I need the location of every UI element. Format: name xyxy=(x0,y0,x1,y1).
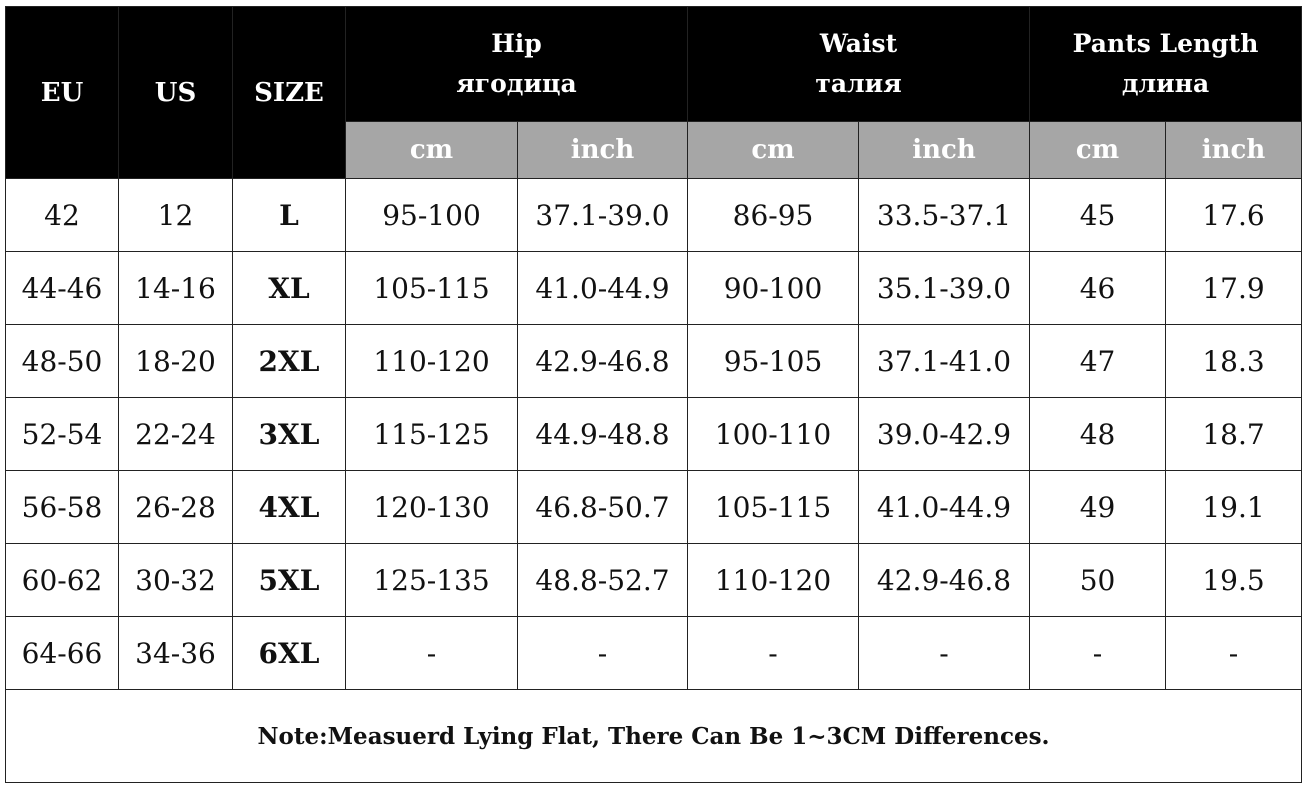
size-chart-table: EU US SIZE Hip ягодица Waist талия Pants… xyxy=(4,6,1303,783)
header-size: SIZE xyxy=(232,6,346,179)
header-waist: Waist талия xyxy=(686,6,1031,122)
cell-us: 18-20 xyxy=(118,324,233,398)
header-waist-en: Waist xyxy=(819,29,898,58)
header-hip: Hip ягодица xyxy=(345,6,688,122)
unit-waist-inch: inch xyxy=(857,121,1031,179)
unit-length-inch: inch xyxy=(1165,121,1303,179)
cell-length-inch: 17.9 xyxy=(1165,251,1303,325)
cell-length-inch: - xyxy=(1165,616,1303,690)
cell-eu: 44-46 xyxy=(5,251,119,325)
cell-length-cm: 45 xyxy=(1029,178,1167,252)
cell-us: 30-32 xyxy=(118,543,233,617)
cell-waist-cm: 110-120 xyxy=(687,543,859,617)
table-row: 44-46 14-16 XL 105-115 41.0-44.9 90-100 35.1-3… xyxy=(5,251,1303,325)
cell-hip-cm: 115-125 xyxy=(345,397,518,471)
cell-length-inch: 18.7 xyxy=(1165,397,1303,471)
cell-length-cm: 49 xyxy=(1029,470,1167,544)
unit-row: cm inch cm inch cm inch xyxy=(6,121,1303,179)
cell-us: 22-24 xyxy=(118,397,233,471)
cell-hip-cm: - xyxy=(345,616,518,690)
header-hip-ru: ягодица xyxy=(456,69,577,98)
cell-us: 12 xyxy=(118,178,233,252)
unit-waist-cm: cm xyxy=(687,121,859,179)
header-row: EU US SIZE Hip ягодица Waist талия Pants… xyxy=(5,6,1303,179)
header-pants-length-ru: длина xyxy=(1121,69,1210,98)
header-pants-length: Pants Length длина xyxy=(1029,6,1303,122)
header-eu: EU xyxy=(5,6,119,179)
cell-length-inch: 19.1 xyxy=(1165,470,1303,544)
cell-length-inch: 17.6 xyxy=(1165,178,1303,252)
cell-length-cm: 46 xyxy=(1029,251,1167,325)
cell-us: 14-16 xyxy=(118,251,233,325)
cell-waist-inch: 41.0-44.9 xyxy=(857,470,1031,544)
cell-hip-inch: 42.9-46.8 xyxy=(517,324,688,398)
cell-hip-inch: - xyxy=(517,616,688,690)
header-pants-length-en: Pants Length xyxy=(1072,29,1259,58)
table-body: 42 12 L 95-100 37.1-39.0 86-95 33.5-37.1 45 17.6… xyxy=(5,178,1303,690)
cell-length-inch: 18.3 xyxy=(1165,324,1303,398)
table-row: 64-66 34-36 6XL - - - - - - xyxy=(5,616,1303,690)
cell-hip-cm: 105-115 xyxy=(345,251,518,325)
table-row: 60-62 30-32 5XL 125-135 48.8-52.7 110-120 42.9… xyxy=(5,543,1303,617)
cell-waist-cm: 86-95 xyxy=(687,178,859,252)
unit-length-cm: cm xyxy=(1029,121,1167,179)
cell-hip-cm: 95-100 xyxy=(345,178,518,252)
cell-size: 4XL xyxy=(232,470,346,544)
cell-eu: 56-58 xyxy=(5,470,119,544)
table-row: 48-50 18-20 2XL 110-120 42.9-46.8 95-105 37.1-… xyxy=(5,324,1303,398)
cell-hip-cm: 110-120 xyxy=(345,324,518,398)
cell-waist-inch: 37.1-41.0 xyxy=(857,324,1031,398)
cell-length-cm: 50 xyxy=(1029,543,1167,617)
cell-size: 3XL xyxy=(232,397,346,471)
cell-waist-inch: 35.1-39.0 xyxy=(857,251,1031,325)
unit-hip-cm: cm xyxy=(345,121,518,179)
cell-us: 34-36 xyxy=(118,616,233,690)
cell-size: 5XL xyxy=(232,543,346,617)
cell-eu: 60-62 xyxy=(5,543,119,617)
cell-length-inch: 19.5 xyxy=(1165,543,1303,617)
cell-waist-cm: - xyxy=(687,616,859,690)
unit-hip-inch: inch xyxy=(517,121,688,179)
table-row: 52-54 22-24 3XL 115-125 44.9-48.8 100-110 39.0… xyxy=(5,397,1303,471)
cell-hip-cm: 120-130 xyxy=(345,470,518,544)
header-waist-ru: талия xyxy=(815,69,902,98)
cell-hip-inch: 41.0-44.9 xyxy=(517,251,688,325)
cell-size: L xyxy=(232,178,346,252)
cell-size: 6XL xyxy=(232,616,346,690)
table-row: 42 12 L 95-100 37.1-39.0 86-95 33.5-37.1 45 17.6 xyxy=(5,178,1303,252)
cell-length-cm: 48 xyxy=(1029,397,1167,471)
cell-waist-inch: - xyxy=(857,616,1031,690)
cell-length-cm: 47 xyxy=(1029,324,1167,398)
cell-waist-cm: 90-100 xyxy=(687,251,859,325)
header-us: US xyxy=(118,6,233,179)
cell-size: 2XL xyxy=(232,324,346,398)
cell-waist-cm: 95-105 xyxy=(687,324,859,398)
cell-waist-cm: 100-110 xyxy=(687,397,859,471)
note-row: Note:Measuerd Lying Flat, There Can Be 1… xyxy=(4,689,1303,783)
cell-eu: 42 xyxy=(5,178,119,252)
note-text: Note:Measuerd Lying Flat, There Can Be 1… xyxy=(4,689,1303,783)
cell-us: 26-28 xyxy=(118,470,233,544)
cell-waist-inch: 33.5-37.1 xyxy=(857,178,1031,252)
cell-eu: 64-66 xyxy=(5,616,119,690)
cell-eu: 52-54 xyxy=(5,397,119,471)
cell-eu: 48-50 xyxy=(5,324,119,398)
cell-waist-inch: 39.0-42.9 xyxy=(857,397,1031,471)
cell-hip-inch: 37.1-39.0 xyxy=(517,178,688,252)
table-row: 56-58 26-28 4XL 120-130 46.8-50.7 105-115 41.0… xyxy=(5,470,1303,544)
cell-hip-inch: 44.9-48.8 xyxy=(517,397,688,471)
cell-length-cm: - xyxy=(1029,616,1167,690)
cell-waist-cm: 105-115 xyxy=(687,470,859,544)
cell-hip-inch: 48.8-52.7 xyxy=(517,543,688,617)
header-hip-en: Hip xyxy=(491,29,542,58)
cell-hip-inch: 46.8-50.7 xyxy=(517,470,688,544)
cell-size: XL xyxy=(232,251,346,325)
cell-waist-inch: 42.9-46.8 xyxy=(857,543,1031,617)
cell-hip-cm: 125-135 xyxy=(345,543,518,617)
